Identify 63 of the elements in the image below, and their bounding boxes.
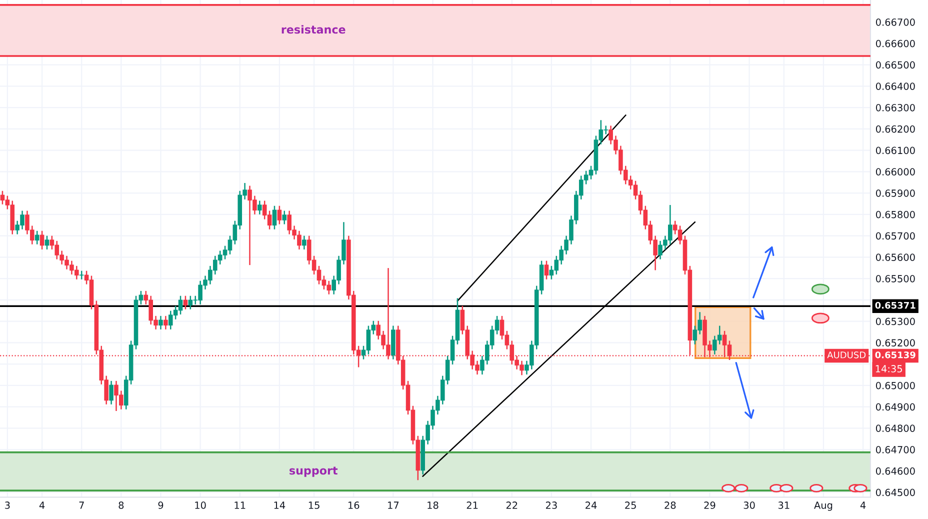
y-tick-label: 0.65200 [876,339,915,346]
candlestick [302,235,306,250]
y-tick-label: 0.66200 [876,125,915,133]
y-tick-label: 0.66600 [876,40,915,48]
ref-line-label: 0.65371 [875,302,916,309]
x-tick-label: 24 [586,502,597,509]
candlestick [40,230,44,250]
x-tick-label: 29 [704,502,716,509]
x-tick-label: 8 [118,502,124,509]
candlestick [44,235,50,250]
ref-line-label: 0.65139 [875,351,916,358]
candlestick [183,295,188,310]
x-tick-label: 15 [308,502,320,509]
x-tick-label: 31 [778,502,790,509]
x-tick-label: 16 [348,502,360,509]
y-tick-label: 0.65600 [876,254,915,261]
x-tick-label: 23 [546,502,557,509]
text: 14:35 [876,365,902,372]
y-tick-label: 0.65900 [876,190,915,197]
y-tick-label: 0.66000 [876,168,915,176]
y-tick-label: 0.64900 [876,403,915,411]
x-tick-label: 30 [744,502,755,509]
candlestick [544,260,549,280]
x-tick-label: 4 [39,502,45,509]
y-tick-label: 0.66500 [876,61,915,69]
y-tick-label: 0.66400 [876,82,915,90]
x-tick-label: 3 [5,502,10,509]
y-tick-label: 0.64700 [876,446,915,454]
x-tick-label: 10 [195,502,206,509]
x-tick-label: 7 [79,502,84,509]
y-tick-label: 0.65700 [876,232,915,240]
y-tick-label: 0.66700 [876,18,915,26]
annotation: AUDUSD [827,351,866,358]
x-tick-label: 11 [234,502,246,509]
band-label: support [290,466,338,477]
x-tick-label: Aug [814,502,832,511]
x-tick-label: 17 [388,502,399,509]
candlestick [164,315,168,330]
y-tick-label: 0.66100 [876,146,915,154]
x-tick-label: 22 [506,502,518,509]
candlestick [34,230,40,245]
y-tick-label: 0.64800 [876,424,915,432]
x-tick-label: 18 [428,502,438,509]
y-tick-label: 0.65000 [876,382,915,390]
y-tick-label: 0.65500 [876,275,915,282]
x-tick-label: 9 [158,502,164,509]
x-tick-label: 14 [274,502,286,509]
candlestick [272,205,277,230]
candlestick [277,205,282,225]
x-tick-label: 28 [664,502,676,509]
y-tick-label: 0.64600 [876,467,915,475]
x-tick-label: 4 [860,502,866,509]
candlestick [282,210,287,225]
y-tick-label: 0.64500 [876,488,915,496]
y-tick-label: 0.65300 [876,318,915,326]
band-label: resistance [282,25,346,34]
candlestick [158,315,163,330]
candlestick [258,200,262,216]
x-tick-label: 21 [466,502,478,509]
candlestick [109,380,114,406]
x-tick-label: 25 [625,502,636,509]
y-tick-label: 0.65800 [876,210,915,218]
y-tick-label: 0.66300 [876,104,915,112]
